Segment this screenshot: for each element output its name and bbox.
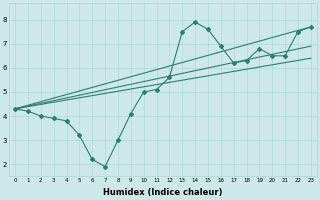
X-axis label: Humidex (Indice chaleur): Humidex (Indice chaleur) [103,188,223,197]
